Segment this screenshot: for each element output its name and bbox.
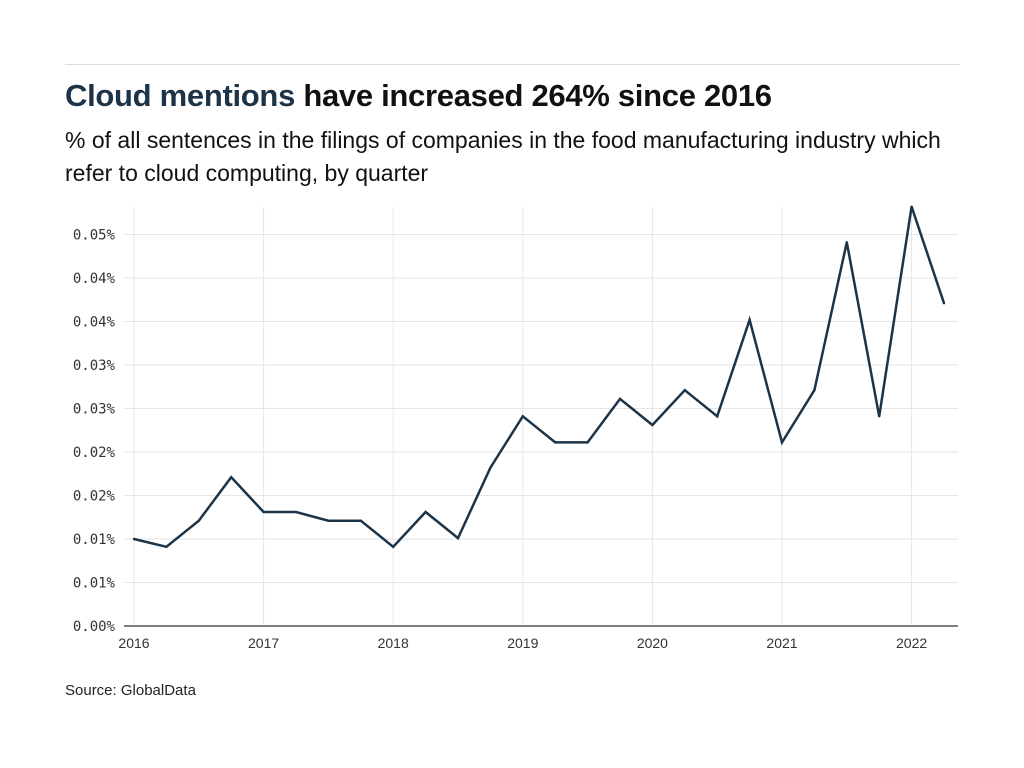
y-tick-label: 0.04% <box>73 315 116 331</box>
y-tick-label: 0.02% <box>73 445 116 461</box>
y-tick-label: 0.03% <box>73 402 116 418</box>
data-points <box>132 205 946 549</box>
data-point <box>813 389 816 392</box>
source-note: Source: GlobalData <box>65 682 196 699</box>
data-point <box>586 441 589 444</box>
data-point <box>878 415 881 418</box>
x-tick-label: 2019 <box>507 635 538 651</box>
x-axis-ticks: 2016 2017 2018 2019 2020 2021 2022 <box>118 635 927 651</box>
y-tick-label: 0.01% <box>73 532 116 548</box>
x-tick-label: 2022 <box>896 635 927 651</box>
y-tick-label: 0.01% <box>73 576 116 592</box>
data-point <box>327 519 330 522</box>
y-tick-label: 0.03% <box>73 358 116 374</box>
data-point <box>748 318 751 321</box>
y-tick-label: 0.05% <box>73 228 116 244</box>
gridlines <box>124 207 958 626</box>
data-point <box>845 241 848 244</box>
title-highlight: Cloud mentions <box>65 78 296 113</box>
data-point <box>618 397 622 401</box>
data-point <box>165 545 168 549</box>
data-point <box>230 476 233 479</box>
data-point <box>294 510 298 514</box>
data-point <box>554 441 557 444</box>
data-point <box>424 510 427 514</box>
y-tick-label: 0.04% <box>73 271 116 287</box>
x-tick-label: 2016 <box>118 635 149 651</box>
x-tick-label: 2018 <box>378 635 409 651</box>
x-tick-label: 2021 <box>766 635 797 651</box>
data-point <box>651 423 654 427</box>
top-divider <box>65 64 960 65</box>
data-point <box>780 441 784 444</box>
data-point <box>392 545 395 549</box>
data-point <box>942 302 946 305</box>
chart-subtitle: % of all sentences in the filings of com… <box>65 127 941 186</box>
chart-title: Cloud mentions have increased 264% since… <box>65 78 772 114</box>
data-point <box>716 415 719 418</box>
x-tick-label: 2020 <box>637 635 668 651</box>
x-tick-label: 2017 <box>248 635 279 651</box>
data-point <box>197 519 200 522</box>
y-tick-label: 0.00% <box>73 619 116 635</box>
data-point <box>132 537 136 541</box>
data-point <box>521 415 524 418</box>
y-tick-label: 0.02% <box>73 489 116 505</box>
data-point <box>910 205 913 208</box>
title-rest: have increased 264% since 2016 <box>295 78 772 113</box>
y-axis-ticks: 0.00% 0.01% 0.01% 0.02% 0.02% 0.03% 0.03% 0.04%… <box>73 228 116 636</box>
data-point <box>489 466 492 469</box>
data-point <box>456 536 460 540</box>
data-point <box>359 519 362 522</box>
data-point <box>262 510 265 514</box>
data-point <box>683 389 686 392</box>
series-line-cloud-mentions <box>133 206 946 549</box>
